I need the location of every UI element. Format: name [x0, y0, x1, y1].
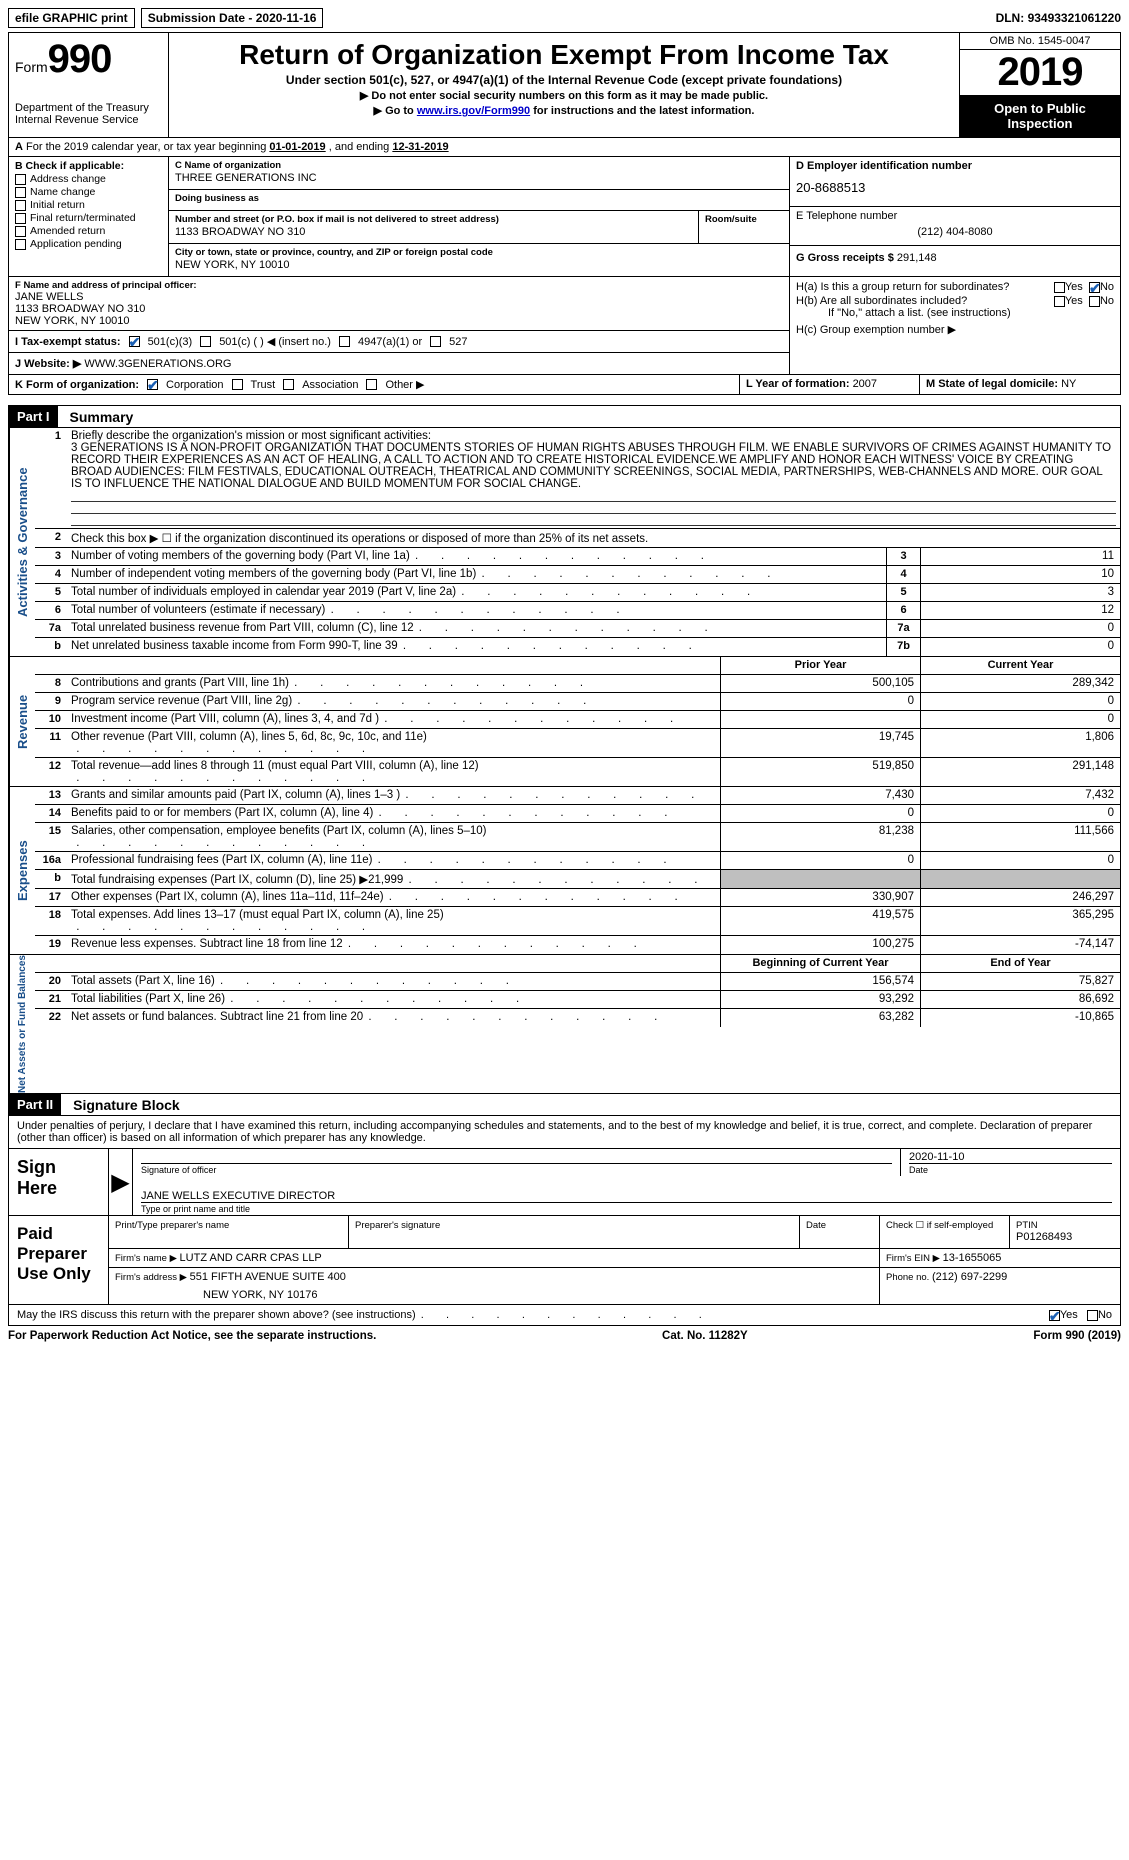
top-bar: efile GRAPHIC print Submission Date - 20…	[8, 8, 1121, 28]
org-form-block: K Form of organization: Corporation Trus…	[8, 374, 1121, 395]
check-address-change[interactable]: Address change	[15, 173, 162, 185]
check-501c3[interactable]	[129, 336, 140, 347]
summary-row: 6 Total number of volunteers (estimate i…	[35, 602, 1120, 620]
dept-treasury: Department of the Treasury Internal Reve…	[15, 102, 162, 126]
perjury-declaration: Under penalties of perjury, I declare th…	[9, 1116, 1120, 1149]
revenue-section: Revenue Prior Year Current Year 8 Contri…	[8, 657, 1121, 787]
summary-row: 18 Total expenses. Add lines 13–17 (must…	[35, 907, 1120, 936]
check-name-change[interactable]: Name change	[15, 186, 162, 198]
summary-row: b Total fundraising expenses (Part IX, c…	[35, 870, 1120, 889]
discuss-yes[interactable]	[1049, 1310, 1060, 1321]
summary-row: 21 Total liabilities (Part X, line 26) 9…	[35, 991, 1120, 1009]
tax-exempt-status: I Tax-exempt status: 501(c)(3) 501(c) ( …	[9, 330, 789, 353]
summary-row: 17 Other expenses (Part IX, column (A), …	[35, 889, 1120, 907]
firm-ein: 13-1655065	[943, 1252, 1002, 1264]
check-other[interactable]	[366, 379, 377, 390]
firm-name: LUTZ AND CARR CPAS LLP	[180, 1252, 322, 1264]
summary-row: 12 Total revenue—add lines 8 through 11 …	[35, 758, 1120, 786]
efile-print-button[interactable]: efile GRAPHIC print	[8, 8, 135, 28]
phone: (212) 404-8080	[796, 222, 1114, 242]
dba	[175, 204, 783, 207]
signature-block: Under penalties of perjury, I declare th…	[8, 1116, 1121, 1326]
check-assoc[interactable]	[283, 379, 294, 390]
org-name: THREE GENERATIONS INC	[175, 171, 783, 186]
summary-row: 14 Benefits paid to or for members (Part…	[35, 805, 1120, 823]
summary-row: b Net unrelated business taxable income …	[35, 638, 1120, 656]
state-domicile: NY	[1061, 378, 1076, 390]
form-header: Form990 Department of the Treasury Inter…	[8, 32, 1121, 138]
officer-name: JANE WELLS	[15, 291, 783, 303]
ptin: P01268493	[1016, 1231, 1072, 1243]
check-527[interactable]	[430, 336, 441, 347]
check-corp[interactable]	[147, 379, 158, 390]
check-4947[interactable]	[339, 336, 350, 347]
officer-name-title: JANE WELLS EXECUTIVE DIRECTOR	[141, 1190, 335, 1202]
sig-date: 2020-11-10	[909, 1151, 964, 1163]
omb-number: OMB No. 1545-0047	[960, 33, 1120, 50]
dln: DLN: 93493321061220	[996, 11, 1121, 25]
summary-row: 16a Professional fundraising fees (Part …	[35, 852, 1120, 870]
discuss-no[interactable]	[1087, 1310, 1098, 1321]
summary-row: 20 Total assets (Part X, line 16) 156,57…	[35, 973, 1120, 991]
tax-year-line: A For the 2019 calendar year, or tax yea…	[8, 138, 1121, 157]
summary-row: 11 Other revenue (Part VIII, column (A),…	[35, 729, 1120, 758]
expenses-section: Expenses 13 Grants and similar amounts p…	[8, 787, 1121, 955]
check-initial-return[interactable]: Initial return	[15, 199, 162, 211]
activities-governance-section: Activities & Governance 1 Briefly descri…	[8, 428, 1121, 657]
gross-receipts: 291,148	[897, 252, 937, 264]
summary-row: 15 Salaries, other compensation, employe…	[35, 823, 1120, 852]
tax-year: 2019	[960, 50, 1120, 95]
submission-date: Submission Date - 2020-11-16	[141, 8, 324, 28]
ein: 20-8688513	[796, 172, 1114, 203]
summary-row: 3 Number of voting members of the govern…	[35, 548, 1120, 566]
summary-row: 8 Contributions and grants (Part VIII, l…	[35, 675, 1120, 693]
irs-link[interactable]: www.irs.gov/Form990	[417, 105, 530, 117]
summary-row: 9 Program service revenue (Part VIII, li…	[35, 693, 1120, 711]
summary-row: 13 Grants and similar amounts paid (Part…	[35, 787, 1120, 805]
hb-no[interactable]	[1089, 296, 1100, 307]
check-501c[interactable]	[200, 336, 211, 347]
firm-addr: 551 FIFTH AVENUE SUITE 400	[190, 1271, 346, 1283]
form-title: Return of Organization Exempt From Incom…	[175, 39, 953, 71]
check-trust[interactable]	[232, 379, 243, 390]
sign-arrow-icon: ▶	[109, 1149, 133, 1215]
summary-row: 5 Total number of individuals employed i…	[35, 584, 1120, 602]
check-amended[interactable]: Amended return	[15, 225, 162, 237]
year-formation: 2007	[853, 378, 877, 390]
officer-group-block: F Name and address of principal officer:…	[8, 276, 1121, 374]
page-footer: For Paperwork Reduction Act Notice, see …	[8, 1326, 1121, 1342]
website: WWW.3GENERATIONS.ORG	[84, 358, 231, 370]
summary-row: 7a Total unrelated business revenue from…	[35, 620, 1120, 638]
hb-yes[interactable]	[1054, 296, 1065, 307]
firm-phone: (212) 697-2299	[932, 1271, 1007, 1283]
ha-no[interactable]	[1089, 282, 1100, 293]
identity-block: B Check if applicable: Address change Na…	[8, 157, 1121, 276]
summary-row: 10 Investment income (Part VIII, column …	[35, 711, 1120, 729]
summary-row: 19 Revenue less expenses. Subtract line …	[35, 936, 1120, 954]
open-to-public: Open to Public Inspection	[960, 95, 1120, 137]
mission-text: 3 GENERATIONS IS A NON-PROFIT ORGANIZATI…	[71, 442, 1111, 490]
summary-row: 4 Number of independent voting members o…	[35, 566, 1120, 584]
part2-header: Part II Signature Block	[8, 1094, 1121, 1116]
summary-row: 22 Net assets or fund balances. Subtract…	[35, 1009, 1120, 1027]
net-assets-section: Net Assets or Fund Balances Beginning of…	[8, 955, 1121, 1094]
street: 1133 BROADWAY NO 310	[175, 225, 692, 240]
ha-yes[interactable]	[1054, 282, 1065, 293]
city-state-zip: NEW YORK, NY 10010	[175, 258, 783, 273]
check-final-return[interactable]: Final return/terminated	[15, 212, 162, 224]
part1-header: Part I Summary	[8, 405, 1121, 428]
check-application-pending[interactable]: Application pending	[15, 238, 162, 250]
form-number: 990	[48, 37, 112, 81]
